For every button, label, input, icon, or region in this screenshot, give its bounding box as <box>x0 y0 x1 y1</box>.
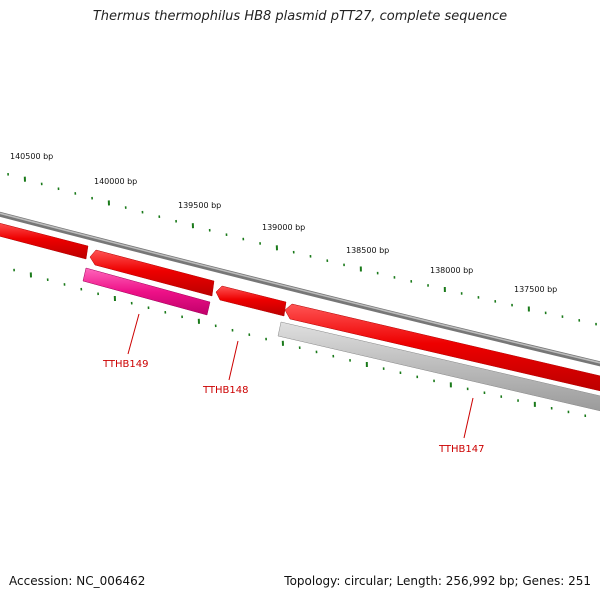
scale-labels: 140500 bp 140000 bp 139500 bp 139000 bp … <box>10 152 557 294</box>
scale-label-139000: 139000 bp <box>262 223 305 232</box>
gene-label-tthb149[interactable]: TTHB149 <box>102 359 149 370</box>
scale-label-140000: 140000 bp <box>94 177 137 186</box>
gene-tthb147[interactable] <box>277 321 600 412</box>
gene-labels: TTHB149 TTHB148 TTHB147 <box>102 359 485 455</box>
scale-ticks-outer <box>7 173 597 326</box>
gene-tthb149[interactable] <box>82 267 211 316</box>
gene-label-tthb148[interactable]: TTHB148 <box>202 385 249 396</box>
gene-arrow-4[interactable] <box>284 303 600 392</box>
gene-arrow-1[interactable] <box>0 222 89 260</box>
scale-label-138000: 138000 bp <box>430 266 473 275</box>
gene-arrow-2[interactable] <box>89 249 215 297</box>
topology-summary: Topology: circular; Length: 256,992 bp; … <box>284 574 591 588</box>
map-title: Thermus thermophilus HB8 plasmid pTT27, … <box>92 9 508 24</box>
scale-ticks-inner <box>13 268 587 418</box>
gene-leader-lines <box>127 313 474 439</box>
gene-arrow-3[interactable] <box>215 285 287 317</box>
scale-label-137500: 137500 bp <box>514 285 557 294</box>
reverse-strand-genes <box>82 267 600 412</box>
gene-label-tthb147[interactable]: TTHB147 <box>438 444 485 455</box>
leader-tthb149 <box>127 313 140 355</box>
forward-strand-genes <box>0 222 600 392</box>
leader-tthb147 <box>463 397 474 439</box>
plasmid-backbone <box>0 211 600 367</box>
accession-text: Accession: NC_006462 <box>9 574 146 588</box>
scale-label-138500: 138500 bp <box>346 246 389 255</box>
scale-label-140500: 140500 bp <box>10 152 53 161</box>
leader-tthb148 <box>228 340 239 381</box>
scale-label-139500: 139500 bp <box>178 201 221 210</box>
